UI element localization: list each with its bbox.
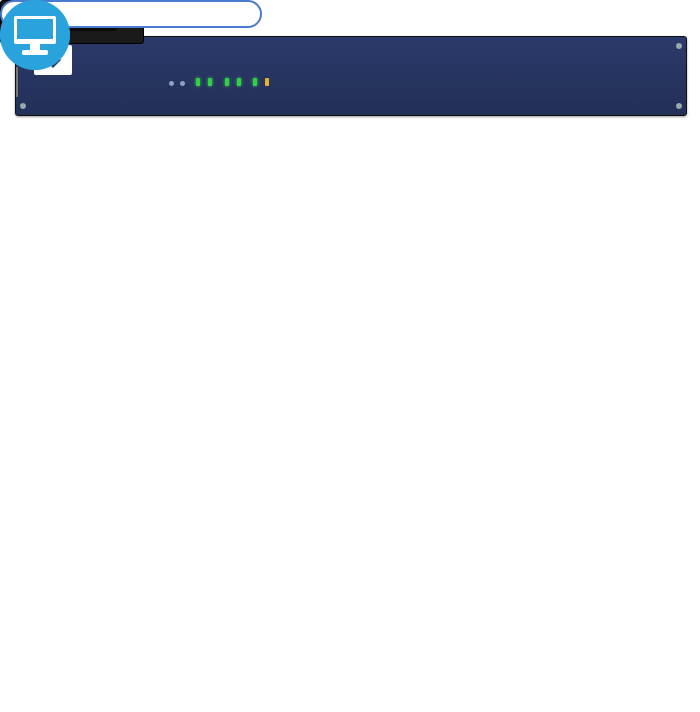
- client-right-icon: [0, 0, 70, 70]
- olt-device: [15, 36, 687, 116]
- olt-screws: [16, 37, 686, 115]
- diagram-stage: [0, 0, 700, 712]
